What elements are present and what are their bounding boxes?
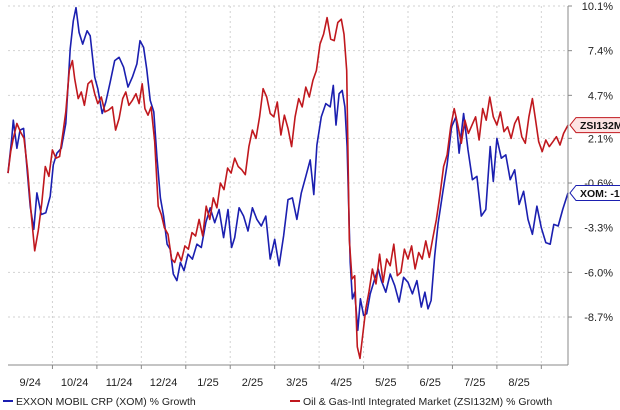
x-axis: 9/24 10/24 11/24 12/24 1/25 2/25 3/25 4/25 5/25 6… (20, 365, 542, 389)
y-tick-label: -6.0% (584, 267, 613, 279)
callout-box-zsi132m (569, 117, 620, 134)
x-tick-label: 2/25 (242, 377, 263, 389)
y-tick-label: -3.3% (584, 223, 613, 235)
x-tick-label: 6/25 (420, 377, 441, 389)
x-tick-label: 1/25 (197, 377, 218, 389)
x-tick-label: 4/25 (331, 377, 352, 389)
y-tick-label: 2.1% (588, 133, 613, 145)
x-tick-label: 7/25 (464, 377, 485, 389)
callout-label-xom: XOM: -1.2% (580, 188, 620, 200)
series-line-xom (7, 6, 569, 332)
x-tick-label: 8/25 (508, 377, 529, 389)
callout-box-xom (569, 184, 620, 201)
series-line-zsi132m (7, 16, 569, 360)
series-lines (7, 6, 569, 360)
y-tick-label: 10.1% (582, 1, 613, 13)
y-tick-label: 4.7% (588, 90, 613, 102)
callout-zsi132m: ZSI132M: 2.9% (569, 117, 620, 134)
callout-xom: XOM: -1.2% (569, 184, 620, 201)
plot-area (7, 5, 569, 366)
callout-label-zsi132m: ZSI132M: 2.9% (580, 120, 620, 132)
x-tick-label: 12/24 (150, 377, 178, 389)
series-end-callouts: XOM: -1.2% ZSI132M: 2.9% (569, 117, 620, 201)
y-tick-label: -8.7% (584, 312, 613, 324)
gridlines (8, 5, 568, 365)
x-tick-label: 9/24 (20, 377, 41, 389)
legend-label-zsi132m: Oil & Gas-Intl Integrated Market (ZSI132… (303, 396, 552, 408)
plot-background (8, 6, 568, 365)
x-tick-label: 5/25 (375, 377, 396, 389)
legend: EXXON MOBIL CRP (XOM) % Growth Oil & Gas… (3, 396, 552, 408)
y-tick-label: 7.4% (588, 46, 613, 58)
legend-label-xom: EXXON MOBIL CRP (XOM) % Growth (16, 396, 196, 408)
x-tick-label: 3/25 (286, 377, 307, 389)
y-axis: 10.1%7.4%4.7%2.1%-0.6%-3.3%-6.0%-8.7% (568, 1, 613, 324)
x-tick-label: 10/24 (61, 377, 89, 389)
x-tick-label: 11/24 (106, 377, 133, 389)
